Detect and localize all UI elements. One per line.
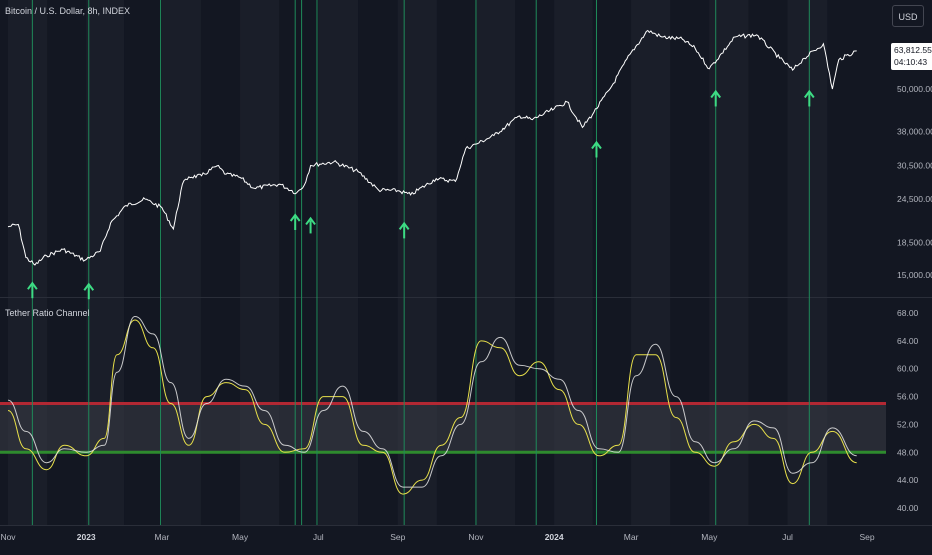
signal-arrow-head [591, 140, 602, 150]
oscillator-axis-tick: 40.00 [897, 503, 919, 513]
bar-countdown: 04:10:43 [894, 56, 928, 67]
time-axis-tick: Nov [0, 532, 16, 542]
time-axis-tick: 2023 [77, 532, 96, 542]
signal-arrow [289, 213, 301, 230]
signal-arrow [27, 281, 38, 299]
oscillator-axis-tick: 56.00 [897, 392, 919, 402]
oscillator-axis-tick: 68.00 [897, 308, 919, 318]
time-axis-tick: Nov [468, 532, 484, 542]
price-axis-tick: 15,000.00 [897, 270, 932, 280]
oscillator-fast-line [7, 319, 857, 495]
oscillator-axis-tick: 60.00 [897, 364, 919, 374]
last-price-label: 63,812.55 04:10:43 [891, 43, 932, 70]
signal-arrow [804, 89, 815, 107]
channel-fill [0, 403, 886, 453]
signal-arrow [305, 216, 316, 234]
symbol-title: Bitcoin / U.S. Dollar, 8h, INDEX [5, 6, 131, 16]
price-axis-tick: 30,500.00 [897, 160, 932, 170]
time-axis-tick: Mar [155, 532, 170, 542]
time-axis-tick: Mar [624, 532, 639, 542]
price-axis-tick: 38,000.00 [897, 126, 932, 136]
time-axis-tick: 2024 [545, 532, 564, 542]
time-axis-tick: Sep [390, 532, 405, 542]
price-axis-tick: 50,000.00 [897, 84, 932, 94]
time-axis-tick: Jul [313, 532, 324, 542]
price-axis-tick: 24,500.00 [897, 194, 932, 204]
oscillator-axis-tick: 52.00 [897, 419, 919, 429]
signal-arrow-head [305, 216, 316, 226]
signal-arrow-head [710, 89, 722, 99]
signal-arrow [398, 221, 410, 239]
last-price-value: 63,812.55 [894, 45, 932, 55]
time-axis-tick: May [232, 532, 249, 542]
signal-arrow-head [83, 282, 95, 291]
time-axis-tick: Sep [859, 532, 874, 542]
signal-arrow [591, 140, 602, 158]
signal-arrow-head [289, 213, 301, 222]
price-axis-tick: 18,500.00 [897, 238, 932, 248]
price-line [7, 29, 857, 266]
oscillator-axis-tick: 44.00 [897, 475, 919, 485]
time-axis-tick: Jul [782, 532, 793, 542]
oscillator-axis-tick: 48.00 [897, 447, 919, 457]
signal-arrow [710, 89, 722, 107]
oscillator-slow-line [7, 315, 857, 488]
indicator-title: Tether Ratio Channel [5, 308, 90, 318]
oscillator-axis-tick: 64.00 [897, 336, 919, 346]
signal-arrow-head [804, 89, 815, 99]
time-axis-tick: May [701, 532, 718, 542]
currency-button[interactable]: USD [892, 5, 924, 27]
signal-arrow-head [27, 281, 38, 290]
signal-arrow-head [398, 221, 410, 230]
signal-arrow [83, 282, 95, 300]
